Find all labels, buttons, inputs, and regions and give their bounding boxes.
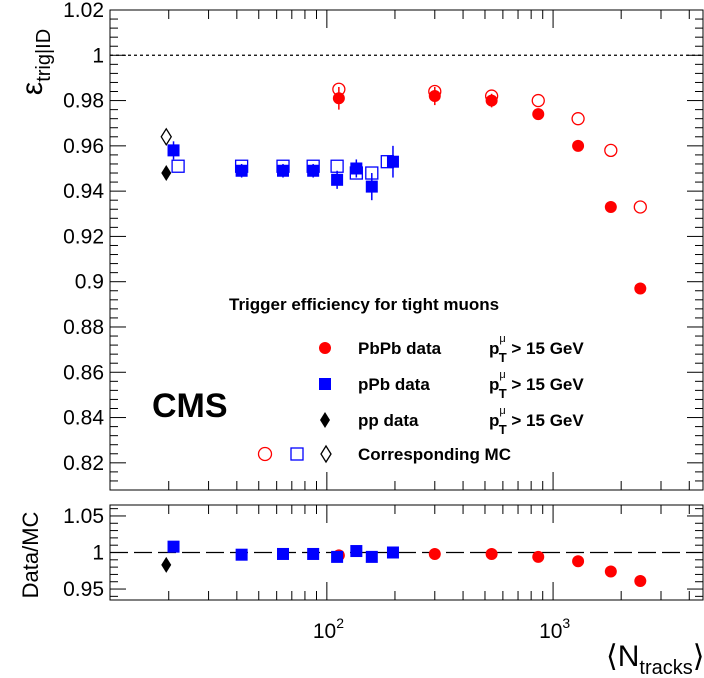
legend-marker-pbpb-mc — [257, 446, 273, 462]
ratio-ppb-point — [331, 550, 344, 563]
pbpb-data-point — [634, 282, 647, 295]
pbpb-mc-point — [571, 112, 585, 126]
legend-marker-pp-data — [320, 412, 330, 428]
legend-label-ppb-data: pPb data — [358, 375, 430, 394]
top-y-axis-title-main: ε — [16, 82, 49, 95]
pbpb-data-point — [532, 108, 545, 121]
top-y-axis-title-sub: trig|ID — [33, 29, 55, 82]
ppb-mc-point — [171, 159, 185, 173]
top-y-tick-label: 0.88 — [63, 316, 104, 339]
ratio-ppb-point — [235, 548, 248, 561]
top-y-tick-label: 0.92 — [63, 225, 104, 248]
ppb-data-point — [277, 164, 290, 177]
ratio-ppb-point — [167, 540, 180, 553]
legend-title: Trigger efficiency for tight muons — [229, 295, 499, 314]
top-y-tick-label: 1.02 — [63, 0, 104, 22]
ppb-mc-point — [330, 159, 344, 173]
pbpb-data-point — [572, 139, 585, 152]
ratio-y-tick-label: 1 — [92, 542, 104, 565]
legend-label-pp-data: pp data — [358, 411, 419, 430]
ratio-pbpb-point — [428, 547, 441, 560]
ratio-y-axis-title: Data/MC — [18, 511, 43, 598]
ppb-data-point — [331, 173, 344, 186]
top-y-tick-label: 0.82 — [63, 452, 104, 475]
legend-entries: PbPb data pμ T > 15 GeV pPb data pμ T > 15 Ge… — [319, 333, 584, 437]
pbpb-data-point — [332, 92, 345, 105]
top-y-tick-label: 0.98 — [63, 90, 104, 113]
ratio-pbpb-point — [604, 565, 617, 578]
ratio-pbpb-point — [634, 575, 647, 587]
ratio-y-tick-label: 1.05 — [63, 505, 104, 528]
ratio-pbpb-point — [532, 550, 545, 563]
ratio-pp-point — [161, 556, 172, 573]
legend-label-mc: Corresponding MC — [358, 445, 511, 464]
svg-text:εtrig|ID: εtrig|ID — [16, 29, 55, 95]
top-y-tick-label: 0.86 — [63, 361, 104, 384]
ratio-pbpb-point — [485, 547, 498, 560]
legend-entry-mc: Corresponding MC — [257, 444, 511, 464]
legend-marker-pp-mc — [320, 444, 332, 464]
legend-label-pbpb-data: PbPb data — [358, 339, 442, 358]
pbpb-mc-point — [531, 93, 545, 108]
legend-marker-ppb-data — [319, 378, 331, 390]
legend-cut-ppb-data: pμ T > 15 GeV — [489, 369, 584, 401]
svg-text:⟨Ntracks⟩: ⟨Ntracks⟩ — [606, 640, 704, 678]
ratio-ppb-point — [386, 546, 399, 559]
top-y-tick-label: 0.9 — [75, 271, 104, 294]
top-y-tick-label: 0.96 — [63, 135, 104, 158]
ratio-y-tick-label: 0.95 — [63, 578, 104, 601]
x-axis-title-main: N — [618, 640, 640, 673]
ppb-data-point — [365, 180, 378, 193]
pbpb-mc-point — [604, 143, 618, 158]
ratio-panel: 1.05 1 0.95 102 103 — [63, 504, 704, 643]
ppb-data-point — [307, 164, 320, 177]
ppb-data-point — [386, 155, 399, 168]
pbpb-data-point — [604, 200, 617, 213]
x-axis-title-sub: tracks — [639, 657, 692, 678]
pp-data-point — [161, 165, 172, 182]
legend-marker-pbpb-data — [319, 342, 331, 354]
legend-cut-pp-data: pμ T > 15 GeV — [489, 405, 584, 437]
top-panel: 1.02 1 0.98 0.96 0.94 0.92 0.9 0.88 0.86 0.84 0.82 — [63, 0, 704, 491]
top-y-tick-label: 1 — [92, 44, 104, 67]
ppb-data-point — [235, 164, 248, 177]
top-y-tick-label: 0.94 — [63, 180, 104, 203]
ratio-pbpb-point — [572, 555, 585, 568]
top-y-tick-label: 0.84 — [63, 407, 104, 430]
legend-cut-pbpb-data: pμ T > 15 GeV — [489, 333, 584, 365]
ratio-ppb-point — [277, 547, 290, 560]
top-y-axis-title: εtrig|ID — [16, 29, 55, 95]
legend: Trigger efficiency for tight muons PbPb … — [229, 295, 584, 464]
x-tick-label: 102 — [313, 615, 344, 643]
x-tick-label: 103 — [539, 615, 570, 643]
ratio-ppb-point — [307, 547, 320, 560]
ppb-data-point — [350, 162, 363, 175]
legend-marker-ppb-mc — [290, 447, 304, 461]
cms-label: CMS — [152, 387, 228, 425]
ppb-data-point — [167, 144, 180, 157]
pbpb-data-point — [428, 90, 441, 103]
pbpb-data-point — [485, 94, 498, 107]
ratio-ppb-point — [365, 550, 378, 563]
x-axis-title: ⟨Ntracks⟩ — [606, 640, 704, 678]
pbpb-mc-point — [633, 200, 647, 214]
pp-mc-point — [160, 127, 173, 147]
top-frame — [109, 9, 704, 491]
ratio-ppb-point — [350, 545, 363, 558]
